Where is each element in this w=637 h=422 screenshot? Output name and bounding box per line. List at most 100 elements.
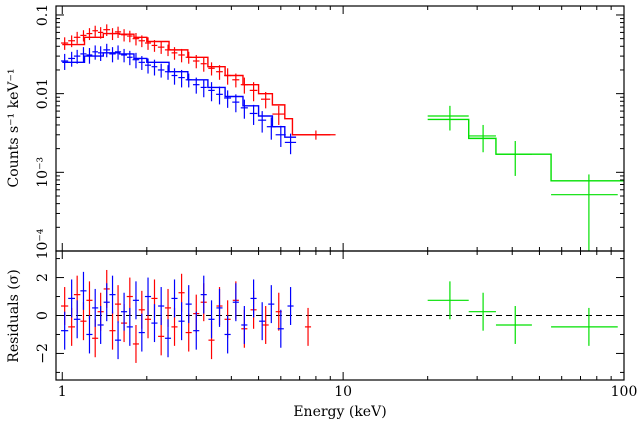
spectrum-point: [216, 65, 223, 80]
residual-point: [224, 315, 231, 354]
residual-point: [164, 319, 172, 358]
spectrum-point: [114, 45, 122, 60]
residual-point: [138, 313, 145, 352]
spectrum-point: [80, 47, 87, 63]
spectrum-point: [138, 35, 145, 48]
residual-point: [61, 311, 69, 350]
residual-point: [287, 287, 294, 325]
residual-point: [232, 283, 239, 322]
spectrum-point: [266, 117, 276, 140]
y-tick-label: −2: [35, 343, 51, 364]
residual-point: [114, 285, 122, 324]
residual-point: [103, 283, 110, 322]
residual-point: [277, 309, 284, 348]
residuals-panel: 1 10 100 2 0 −2: [35, 250, 637, 400]
spectrum-point: [68, 51, 75, 67]
residual-point: [427, 281, 469, 320]
spectrum-point: [68, 35, 75, 48]
spectrum-point: [86, 28, 93, 41]
residual-point: [208, 300, 215, 339]
residuals-y-axis-label: Residuals (σ): [6, 269, 22, 362]
residual-point: [109, 311, 116, 350]
residual-point: [468, 292, 496, 331]
residual-point: [268, 285, 275, 324]
spectrum-point: [240, 99, 248, 119]
spectrum-point: [171, 68, 178, 85]
residual-point: [185, 285, 192, 324]
residual-point: [259, 302, 266, 341]
y-tick-label: 0.01: [35, 78, 51, 109]
spectrum-point: [144, 58, 152, 74]
spectrum-point: [73, 31, 81, 44]
residual-point: [193, 311, 200, 350]
spectrum-point: [157, 63, 165, 78]
residual-point: [86, 315, 93, 354]
spectrum-point: [185, 51, 192, 64]
spectrum-point: [275, 125, 286, 147]
spectrum-point: [224, 90, 232, 108]
spectrum-point: [164, 65, 172, 80]
residual-point: [120, 292, 128, 331]
y-tick-label: 10⁻⁴: [35, 228, 51, 259]
spectrum-point: [121, 48, 127, 63]
residual-point: [144, 277, 152, 316]
spectrum-point: [284, 133, 297, 155]
residual-point: [551, 307, 618, 346]
spectrum-point: [157, 41, 165, 54]
spectrum-point: [495, 141, 532, 176]
x-tick-label: 10: [334, 384, 352, 400]
spectrum-point: [121, 29, 127, 42]
spectrum-point: [126, 30, 133, 43]
spectrum-point: [224, 68, 232, 85]
spectrum-point: [92, 25, 98, 37]
spectrum-model-line-1: [62, 52, 297, 138]
spectrum-point: [97, 46, 104, 61]
residual-point: [73, 300, 81, 339]
x-tick-label: 1: [58, 384, 67, 400]
spectrum-point: [97, 27, 104, 39]
spectrum-point: [138, 56, 145, 70]
spectrum-point: [61, 37, 69, 50]
residual-point: [241, 306, 248, 344]
residual-point: [109, 275, 116, 314]
residual-point: [495, 306, 532, 344]
spectrum-point: [103, 24, 111, 37]
residual-point: [304, 307, 312, 346]
residual-point: [151, 304, 158, 343]
spectrum-point: [427, 105, 469, 131]
spectrum-point: [232, 94, 240, 113]
spectrum-point: [109, 28, 116, 41]
spectrum-model-line-2: [427, 118, 624, 182]
spectrum-point: [260, 91, 271, 109]
spectrum-point: [185, 73, 192, 88]
residual-point: [86, 281, 93, 320]
spectrum-point: [468, 124, 496, 153]
spectrum-point: [200, 57, 207, 72]
spectrum-point: [109, 47, 116, 63]
residual-point: [92, 288, 99, 327]
spectrum-point: [208, 62, 215, 76]
spectrum-point: [208, 82, 215, 102]
residual-point: [216, 288, 223, 327]
residual-point: [178, 302, 185, 341]
spectrum-point: [551, 174, 618, 251]
residual-point: [200, 275, 207, 314]
spectrum-point: [249, 104, 258, 125]
x-tick-label: 100: [611, 384, 637, 400]
spectrum-point: [292, 130, 336, 140]
residual-point: [250, 279, 257, 318]
spectrum-point: [73, 49, 81, 64]
spectrum-point: [86, 48, 93, 64]
residual-point: [132, 281, 139, 320]
spectrum-panel: 0.1 0.01 10⁻³ 10⁻⁴: [35, 4, 625, 259]
spectrum-point: [272, 105, 285, 125]
residual-point: [80, 271, 87, 310]
spectrum-point: [61, 53, 69, 70]
spectrum-point: [164, 44, 172, 57]
residual-point: [68, 279, 75, 318]
y-tick-label: 0: [35, 311, 51, 320]
spectrum-point: [178, 69, 185, 88]
residual-point: [262, 306, 269, 344]
residual-point: [97, 306, 104, 344]
x-axis-label: Energy (keV): [293, 404, 386, 420]
